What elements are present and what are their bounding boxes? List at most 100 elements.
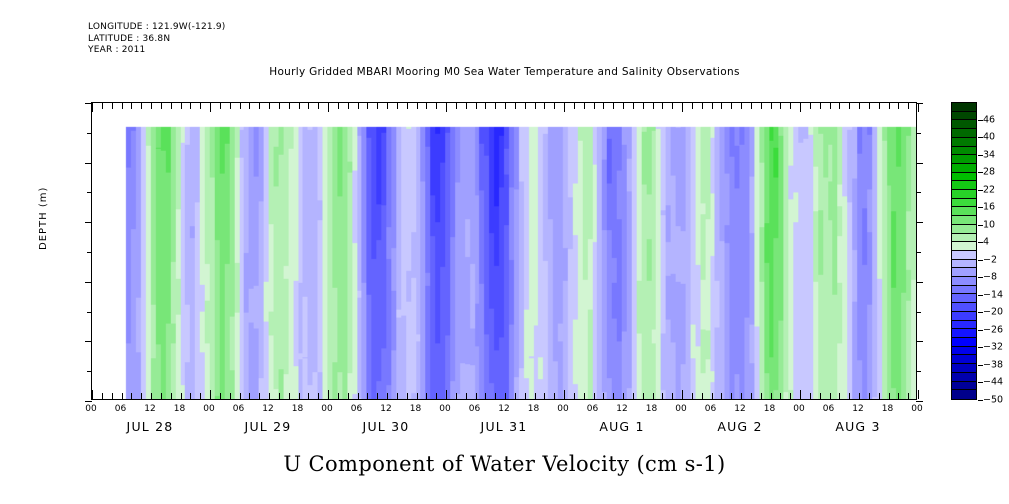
y-axis-tick bbox=[85, 281, 92, 283]
x-axis-minor-tick bbox=[259, 103, 261, 109]
colorbar-label: 22 bbox=[983, 184, 996, 196]
x-axis-minor-tick bbox=[406, 103, 408, 109]
colorbar-band bbox=[952, 198, 976, 208]
x-axis-major-tick bbox=[92, 103, 93, 112]
colorbar-band bbox=[952, 303, 976, 312]
colorbar-band bbox=[952, 155, 976, 164]
x-axis-minor-tick bbox=[357, 103, 359, 109]
x-axis-minor-tick bbox=[495, 393, 497, 399]
colorbar-tick bbox=[978, 137, 983, 139]
colorbar-band bbox=[952, 146, 976, 156]
colorbar-tick bbox=[978, 382, 983, 384]
x-axis-day-label: AUG 2 bbox=[717, 419, 763, 434]
x-axis-minor-tick bbox=[416, 393, 418, 399]
x-axis-minor-tick bbox=[760, 103, 762, 109]
y-axis-minor-tick bbox=[916, 132, 921, 134]
x-axis-minor-tick bbox=[672, 103, 674, 109]
x-axis-major-tick bbox=[446, 390, 447, 399]
x-axis-minor-tick bbox=[200, 103, 202, 109]
colorbar-band bbox=[952, 277, 976, 286]
x-axis-minor-tick bbox=[908, 393, 910, 399]
heatmap-canvas bbox=[92, 103, 916, 399]
colorbar-label: 4 bbox=[983, 236, 990, 248]
colorbar-tick bbox=[978, 224, 983, 226]
y-axis-tick bbox=[916, 103, 923, 104]
x-axis-minor-tick bbox=[809, 393, 811, 399]
metadata-block: LONGITUDE : 121.9W(-121.9) LATITUDE : 36… bbox=[88, 22, 226, 57]
x-axis-minor-tick bbox=[180, 103, 182, 109]
colorbar-label: 46 bbox=[983, 114, 996, 126]
x-axis-minor-tick bbox=[180, 393, 182, 399]
x-axis-hour-label: 00 bbox=[911, 404, 923, 414]
colorbar-band bbox=[952, 355, 976, 365]
x-axis-minor-tick bbox=[318, 393, 320, 399]
x-axis-minor-tick bbox=[416, 103, 418, 109]
colorbar-tick bbox=[978, 189, 983, 191]
colorbar-band bbox=[952, 190, 976, 199]
x-axis-minor-tick bbox=[455, 393, 457, 399]
x-axis-minor-tick bbox=[603, 393, 605, 399]
x-axis-minor-tick bbox=[868, 103, 870, 109]
x-axis-hour-label: 12 bbox=[852, 404, 864, 414]
x-axis-minor-tick bbox=[790, 393, 792, 399]
x-axis-minor-tick bbox=[613, 103, 615, 109]
colorbar-label: −26 bbox=[983, 324, 1004, 336]
x-axis-minor-tick bbox=[288, 393, 290, 399]
x-axis-hour-label: 06 bbox=[586, 404, 599, 414]
y-axis-minor-tick bbox=[87, 311, 92, 313]
x-axis-hour-label: 12 bbox=[616, 404, 628, 414]
y-axis-minor-tick bbox=[87, 132, 92, 134]
colorbar-label: −32 bbox=[983, 341, 1004, 353]
x-axis-minor-tick bbox=[121, 393, 123, 399]
x-axis-hour-label: 18 bbox=[881, 404, 894, 414]
x-axis-minor-tick bbox=[623, 103, 624, 109]
colorbar-band bbox=[952, 346, 976, 356]
x-axis-minor-tick bbox=[731, 393, 733, 399]
x-axis-hour-label: 12 bbox=[380, 404, 392, 414]
y-axis-title: DEPTH (m) bbox=[38, 186, 49, 250]
colorbar-band bbox=[952, 216, 976, 225]
x-axis-minor-tick bbox=[151, 393, 152, 399]
y-axis-minor-tick bbox=[87, 192, 92, 194]
x-axis-minor-tick bbox=[131, 103, 133, 109]
x-axis-minor-tick bbox=[770, 103, 772, 109]
y-axis-tick bbox=[916, 222, 923, 224]
x-axis-minor-tick bbox=[534, 103, 536, 109]
x-axis-minor-tick bbox=[465, 393, 467, 399]
x-axis-minor-tick bbox=[239, 103, 241, 109]
x-axis-minor-tick bbox=[809, 103, 811, 109]
x-axis-minor-tick bbox=[308, 103, 310, 109]
x-axis-major-tick bbox=[564, 103, 565, 112]
x-axis-minor-tick bbox=[652, 393, 654, 399]
y-axis-minor-tick bbox=[916, 252, 921, 253]
colorbar-band bbox=[952, 250, 976, 260]
x-axis-hour-label: 12 bbox=[262, 404, 274, 414]
x-axis-minor-tick bbox=[819, 393, 821, 399]
x-axis-minor-tick bbox=[131, 393, 133, 399]
x-axis-minor-tick bbox=[337, 393, 339, 399]
colorbar-tick bbox=[978, 294, 983, 296]
y-axis-minor-tick bbox=[87, 371, 92, 373]
x-axis-minor-tick bbox=[229, 103, 231, 109]
x-axis-hour-label: 12 bbox=[144, 404, 156, 414]
colorbar-tick bbox=[978, 364, 983, 366]
longitude-text: LONGITUDE : 121.9W(-121.9) bbox=[88, 22, 226, 32]
x-axis-minor-tick bbox=[544, 393, 546, 399]
x-axis-minor-tick bbox=[613, 393, 615, 399]
x-axis-minor-tick bbox=[642, 103, 644, 109]
x-axis-major-tick bbox=[800, 103, 801, 112]
colorbar-band bbox=[952, 285, 976, 295]
x-axis-minor-tick bbox=[868, 393, 870, 399]
x-axis-minor-tick bbox=[878, 103, 880, 109]
x-axis-minor-tick bbox=[721, 393, 723, 399]
colorbar-band bbox=[952, 390, 976, 399]
x-axis-minor-tick bbox=[396, 103, 398, 109]
x-axis-day-label: AUG 3 bbox=[835, 419, 881, 434]
x-axis-minor-tick bbox=[780, 103, 782, 109]
x-axis-minor-tick bbox=[888, 103, 890, 109]
x-axis-minor-tick bbox=[485, 393, 487, 399]
x-axis-minor-tick bbox=[101, 393, 103, 399]
x-axis-minor-tick bbox=[524, 393, 526, 399]
x-axis-minor-tick bbox=[259, 393, 261, 399]
x-axis-minor-tick bbox=[603, 103, 605, 109]
